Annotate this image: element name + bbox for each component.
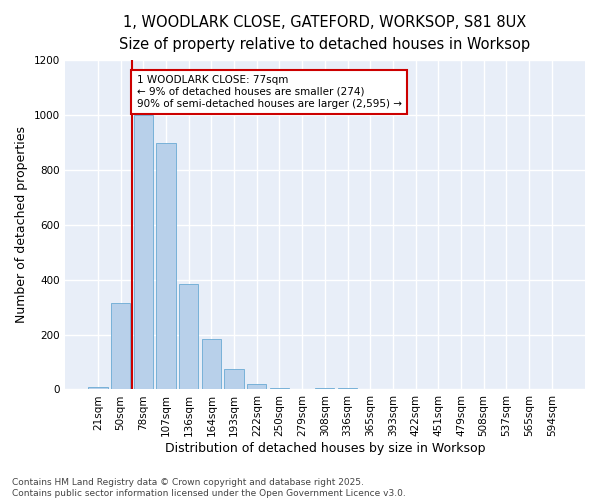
Bar <box>134 115 153 390</box>
Bar <box>247 384 266 390</box>
Bar <box>202 338 221 390</box>
Text: Contains HM Land Registry data © Crown copyright and database right 2025.
Contai: Contains HM Land Registry data © Crown c… <box>12 478 406 498</box>
Bar <box>157 142 176 390</box>
Bar <box>338 388 357 390</box>
Bar <box>270 388 289 390</box>
Bar <box>224 369 244 390</box>
X-axis label: Distribution of detached houses by size in Worksop: Distribution of detached houses by size … <box>164 442 485 455</box>
Text: 1 WOODLARK CLOSE: 77sqm
← 9% of detached houses are smaller (274)
90% of semi-de: 1 WOODLARK CLOSE: 77sqm ← 9% of detached… <box>137 76 401 108</box>
Bar <box>315 388 334 390</box>
Bar <box>179 284 199 390</box>
Bar <box>88 386 107 390</box>
Title: 1, WOODLARK CLOSE, GATEFORD, WORKSOP, S81 8UX
Size of property relative to detac: 1, WOODLARK CLOSE, GATEFORD, WORKSOP, S8… <box>119 15 530 52</box>
Bar <box>111 303 130 390</box>
Y-axis label: Number of detached properties: Number of detached properties <box>15 126 28 324</box>
